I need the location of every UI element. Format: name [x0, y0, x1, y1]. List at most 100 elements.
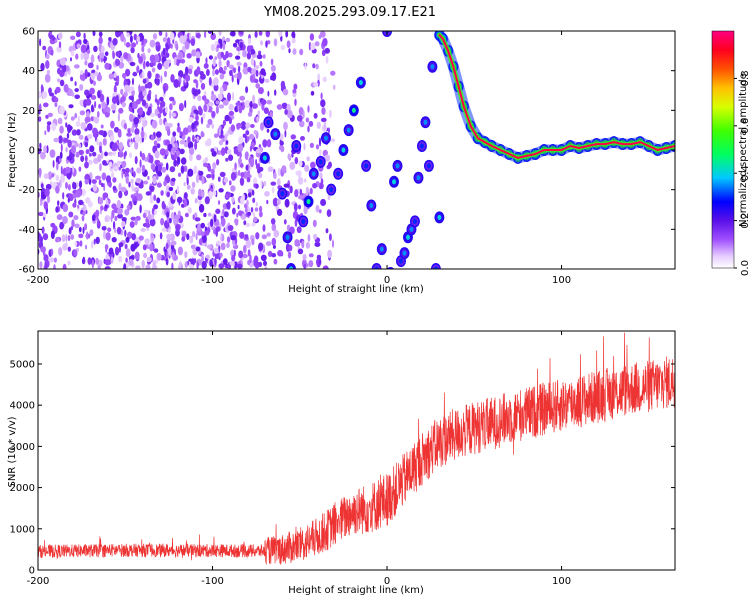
noise-cell — [194, 217, 201, 222]
noise-cell — [247, 169, 251, 176]
noise-cell — [242, 67, 249, 75]
noise-cell — [316, 121, 321, 129]
noise-cell — [308, 41, 311, 51]
noise-cell — [308, 253, 314, 258]
noise-cell — [90, 116, 94, 122]
noise-cell — [134, 128, 140, 136]
noise-cell — [172, 131, 177, 137]
noise-cell — [212, 69, 215, 77]
noise-cell — [178, 70, 184, 79]
noise-cell — [230, 235, 237, 241]
noise-cell — [258, 50, 262, 56]
noise-cell — [134, 251, 140, 261]
noise-cell — [332, 84, 336, 90]
noise-cell — [120, 55, 124, 63]
noise-cell — [265, 40, 268, 48]
noise-cell — [198, 188, 202, 197]
ridge-point — [399, 258, 404, 264]
noise-cell — [105, 199, 109, 205]
noise-cell — [154, 108, 159, 117]
heatmap-cells — [38, 31, 675, 269]
noise-cell — [303, 142, 306, 151]
noise-cell — [113, 126, 120, 133]
noise-cell — [107, 151, 114, 156]
noise-cell — [139, 159, 142, 168]
noise-cell — [85, 197, 91, 204]
noise-cell — [201, 234, 207, 244]
noise-cell — [267, 90, 270, 97]
noise-cell — [84, 179, 89, 185]
noise-cell — [186, 177, 189, 186]
noise-cell — [67, 235, 71, 242]
noise-cell — [97, 111, 100, 118]
noise-cell — [325, 228, 329, 234]
noise-cell — [322, 37, 328, 47]
noise-cell — [215, 100, 220, 105]
noise-cell — [163, 246, 166, 253]
noise-cell — [237, 170, 241, 176]
noise-cell — [162, 92, 166, 98]
noise-cell — [216, 44, 221, 49]
noise-cell — [46, 145, 49, 154]
noise-cell — [212, 58, 216, 67]
noise-cell — [223, 211, 229, 218]
colorbar-tick-label: 0.6 — [740, 118, 750, 134]
noise-cell — [191, 181, 196, 188]
noise-cell — [238, 104, 243, 114]
noise-cell — [219, 73, 225, 80]
noise-cell — [185, 66, 189, 74]
noise-cell — [289, 226, 295, 235]
noise-cell — [46, 195, 51, 204]
noise-cell — [129, 221, 135, 228]
noise-cell — [169, 110, 172, 119]
noise-cell — [183, 198, 188, 208]
noise-cell — [130, 47, 135, 54]
noise-cell — [124, 167, 130, 174]
noise-cell — [124, 209, 130, 216]
noise-cell — [253, 183, 256, 188]
noise-cell — [125, 175, 129, 184]
noise-cell — [113, 165, 119, 171]
noise-cell — [319, 172, 323, 180]
noise-cell — [112, 220, 116, 230]
noise-cell — [303, 205, 308, 215]
noise-cell — [184, 212, 189, 218]
noise-cell — [270, 65, 276, 72]
noise-cell — [143, 38, 148, 44]
noise-cell — [83, 51, 90, 61]
noise-cell — [124, 229, 127, 237]
noise-cell — [42, 91, 48, 99]
noise-cell — [163, 86, 166, 94]
noise-cell — [147, 48, 151, 54]
noise-cell — [222, 208, 225, 215]
noise-cell — [96, 74, 102, 82]
noise-cell — [73, 215, 79, 221]
noise-cell — [38, 103, 42, 112]
noise-cell — [174, 142, 178, 150]
noise-cell — [292, 88, 297, 94]
noise-cell — [65, 181, 68, 190]
noise-cell — [165, 242, 169, 250]
noise-cell — [59, 105, 65, 115]
top-y-tick-label: -20 — [19, 185, 35, 196]
noise-cell — [95, 209, 100, 218]
noise-cell — [104, 204, 108, 209]
noise-cell — [64, 166, 71, 174]
noise-cell — [42, 249, 46, 256]
noise-cell — [222, 99, 229, 106]
noise-cell — [98, 130, 105, 136]
noise-cell — [173, 159, 178, 167]
noise-cell — [144, 157, 149, 163]
noise-cell — [322, 265, 329, 269]
noise-cell — [237, 50, 241, 56]
noise-cell — [112, 51, 115, 60]
noise-cell — [190, 111, 194, 116]
noise-cell — [120, 33, 125, 43]
noise-cell — [45, 60, 50, 69]
noise-cell — [198, 107, 203, 116]
noise-cell — [80, 155, 85, 162]
noise-cell — [276, 104, 283, 110]
noise-cell — [216, 240, 221, 245]
noise-cell — [41, 226, 45, 234]
noise-cell — [328, 127, 330, 134]
